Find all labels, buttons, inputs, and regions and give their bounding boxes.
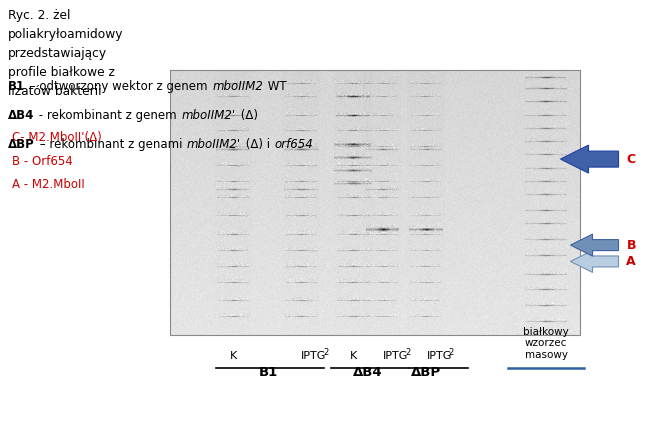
Text: C- M2.MboII'(Δ): C- M2.MboII'(Δ) xyxy=(12,131,101,144)
Text: IPTG: IPTG xyxy=(426,351,452,361)
Bar xyxy=(170,70,580,335)
Text: ΔB4: ΔB4 xyxy=(353,366,383,379)
Text: - rekombinant z genem: - rekombinant z genem xyxy=(36,109,181,122)
FancyArrow shape xyxy=(570,234,619,256)
Text: IPTG: IPTG xyxy=(301,351,327,361)
Text: mboIIM2': mboIIM2' xyxy=(187,138,241,151)
Text: B1: B1 xyxy=(8,80,25,92)
Text: mboIIM2: mboIIM2 xyxy=(213,80,263,92)
Text: WT: WT xyxy=(264,80,287,92)
Text: C: C xyxy=(626,153,636,166)
Text: orf654: orf654 xyxy=(275,138,314,151)
Text: B: B xyxy=(626,239,636,252)
Text: A - M2.MboII: A - M2.MboII xyxy=(12,178,85,191)
Text: ΔBP: ΔBP xyxy=(8,138,35,151)
FancyArrow shape xyxy=(570,250,619,273)
FancyArrow shape xyxy=(561,145,619,173)
Text: Ryc. 2. żel
poliakryłoamidowy
przedstawiający
profile białkowe z
lizatów bakteri: Ryc. 2. żel poliakryłoamidowy przedstawi… xyxy=(8,9,124,98)
Text: B - Orf654: B - Orf654 xyxy=(12,155,72,168)
Text: ΔBP: ΔBP xyxy=(411,366,441,379)
Text: mboIIM2': mboIIM2' xyxy=(182,109,236,122)
Text: 2: 2 xyxy=(405,348,410,357)
Text: A: A xyxy=(626,255,636,268)
Text: K: K xyxy=(230,351,238,361)
Text: 2: 2 xyxy=(448,348,453,357)
Text: (Δ): (Δ) xyxy=(237,109,258,122)
Text: – odtworzony wektor z genem: – odtworzony wektor z genem xyxy=(26,80,211,92)
Text: B1: B1 xyxy=(259,366,278,379)
Text: (Δ) i: (Δ) i xyxy=(242,138,274,151)
Text: IPTG: IPTG xyxy=(383,351,409,361)
Text: K: K xyxy=(349,351,357,361)
Text: ΔB4: ΔB4 xyxy=(8,109,34,122)
Text: – rekombinant z genami: – rekombinant z genami xyxy=(36,138,186,151)
Text: białkowy
wzorzec
masowy: białkowy wzorzec masowy xyxy=(523,327,569,360)
Text: 2: 2 xyxy=(323,348,328,357)
